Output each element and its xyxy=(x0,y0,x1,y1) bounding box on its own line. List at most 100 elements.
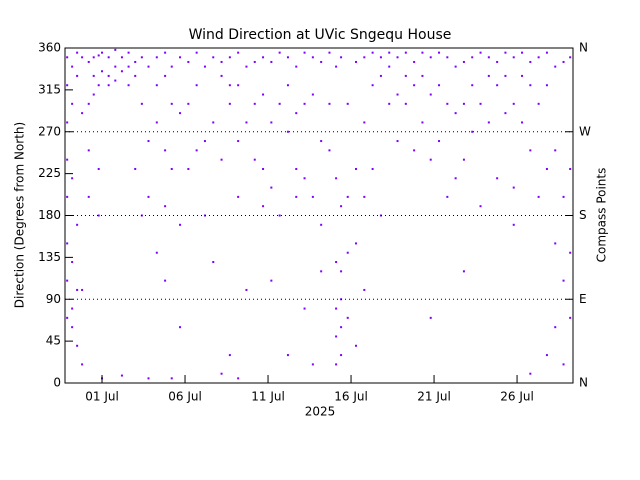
point xyxy=(76,344,79,347)
point xyxy=(371,51,374,54)
point xyxy=(438,140,441,143)
point xyxy=(454,177,457,180)
point xyxy=(396,93,399,96)
point xyxy=(228,102,231,105)
point xyxy=(66,56,69,59)
point xyxy=(421,121,424,124)
point xyxy=(195,149,198,152)
point xyxy=(262,56,265,59)
point xyxy=(170,167,173,170)
point xyxy=(496,177,499,180)
point xyxy=(164,149,167,152)
point xyxy=(134,74,137,77)
y-tick-label: 360 xyxy=(38,41,61,55)
point xyxy=(537,102,540,105)
point xyxy=(187,60,190,63)
point xyxy=(311,56,314,59)
point xyxy=(303,307,306,310)
point xyxy=(413,149,416,152)
point xyxy=(303,102,306,105)
y2-tick-label: W xyxy=(579,124,591,138)
y-tick-label: 90 xyxy=(46,292,61,306)
point xyxy=(203,214,206,217)
point xyxy=(147,65,150,68)
point xyxy=(107,56,110,59)
point xyxy=(346,195,349,198)
point xyxy=(545,51,548,54)
point xyxy=(71,102,74,105)
point xyxy=(396,56,399,59)
point xyxy=(554,242,557,245)
y-axis-label: Direction (Degrees from North) xyxy=(13,122,27,308)
point xyxy=(179,112,182,115)
point xyxy=(107,84,110,87)
point xyxy=(311,93,314,96)
point xyxy=(212,56,215,59)
point xyxy=(270,186,273,189)
point xyxy=(355,60,358,63)
point xyxy=(421,51,424,54)
x-tick-label: 01 Jul xyxy=(85,390,119,404)
point xyxy=(245,288,248,291)
point xyxy=(66,242,69,245)
point xyxy=(537,195,540,198)
point xyxy=(245,121,248,124)
point xyxy=(120,70,123,73)
point xyxy=(446,56,449,59)
point xyxy=(328,51,331,54)
point xyxy=(114,79,117,82)
point xyxy=(147,140,150,143)
point xyxy=(554,326,557,329)
point xyxy=(504,74,507,77)
point xyxy=(270,121,273,124)
point xyxy=(487,74,490,77)
y2-tick-label: N xyxy=(579,41,588,55)
x-tick-label: 06 Jul xyxy=(168,390,202,404)
point xyxy=(355,167,358,170)
point xyxy=(155,56,158,59)
point xyxy=(92,56,95,59)
y2-tick-label: N xyxy=(579,376,588,390)
point xyxy=(379,74,382,77)
point xyxy=(220,372,223,375)
point xyxy=(87,102,90,105)
point xyxy=(164,279,167,282)
point xyxy=(512,186,515,189)
point xyxy=(569,56,572,59)
point xyxy=(569,167,572,170)
y2-tick-label: S xyxy=(579,208,587,222)
point xyxy=(429,56,432,59)
points xyxy=(66,48,572,380)
point xyxy=(164,205,167,208)
point xyxy=(355,344,358,347)
point xyxy=(262,205,265,208)
point xyxy=(76,223,79,226)
point xyxy=(81,288,84,291)
point xyxy=(363,121,366,124)
point xyxy=(245,65,248,68)
point xyxy=(237,84,240,87)
point xyxy=(487,56,490,59)
point xyxy=(92,93,95,96)
point xyxy=(140,102,143,105)
point xyxy=(120,56,123,59)
point xyxy=(562,195,565,198)
point xyxy=(87,195,90,198)
point xyxy=(170,102,173,105)
point xyxy=(346,316,349,319)
point xyxy=(462,270,465,273)
point xyxy=(363,56,366,59)
point xyxy=(413,60,416,63)
point xyxy=(101,51,104,54)
point xyxy=(471,56,474,59)
point xyxy=(320,60,323,63)
point xyxy=(328,149,331,152)
point xyxy=(446,195,449,198)
point xyxy=(120,374,123,377)
point xyxy=(278,51,281,54)
point xyxy=(66,195,69,198)
point xyxy=(286,354,289,357)
point xyxy=(295,167,298,170)
